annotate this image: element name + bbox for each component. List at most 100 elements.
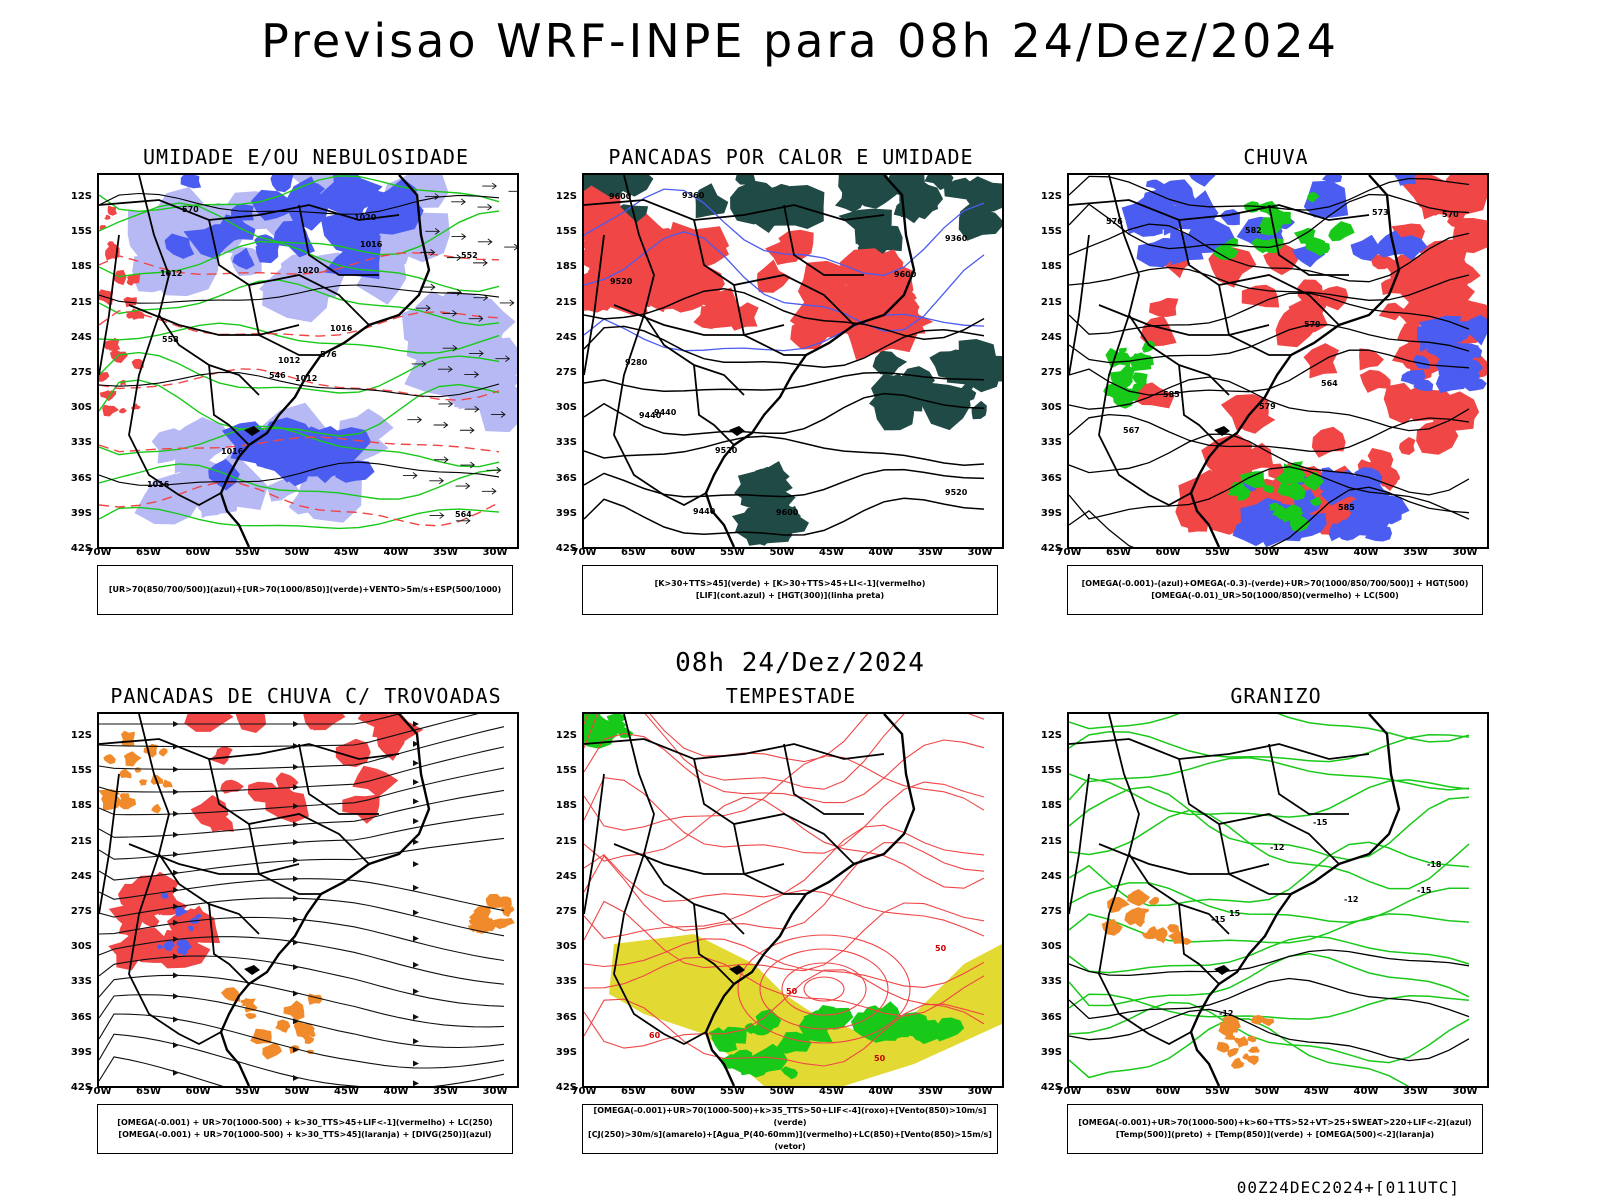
height-contour-black (1069, 324, 1470, 364)
wind-vector (402, 472, 418, 479)
omega-area-orange (1222, 1015, 1241, 1030)
state-border (584, 773, 605, 915)
lon-tick-label: 40W (383, 1086, 409, 1097)
thunder-area-red (143, 912, 160, 927)
humidity-area-red (99, 372, 110, 382)
omega-area-orange (1167, 924, 1180, 934)
lat-tick-label: 18S (555, 261, 577, 273)
humidity-area-blue (286, 176, 330, 231)
streamline-arrow (293, 875, 299, 882)
run-id-footer: 00Z24DEC2024+[011UTC] (1236, 1178, 1460, 1197)
lifted-index-contour-blue (584, 188, 985, 276)
contour-label: 585 (1338, 503, 1355, 512)
rain-area-green (1268, 502, 1280, 511)
convection-area-red (797, 260, 847, 306)
humidity-area-blue (180, 175, 202, 189)
thunder-area-orange (250, 1028, 272, 1045)
state-border (1178, 364, 1220, 446)
wind-vector (477, 238, 493, 246)
lon-tick-label: 45W (1304, 547, 1329, 558)
thunder-area-red (335, 738, 371, 768)
thickness-contour-red (99, 481, 500, 527)
lon-tick-label: 65W (136, 1086, 161, 1097)
rain-area-green (1290, 514, 1310, 532)
lat-tick-label: 33S (1040, 976, 1062, 988)
humidity-area-blue (164, 233, 195, 259)
panel-legend: [OMEGA(-0.001)+UR>70(1000-500)+k>60+TTS>… (1067, 1104, 1483, 1154)
streamline (99, 936, 505, 985)
state-border (783, 204, 864, 276)
state-border (623, 175, 745, 396)
jet-area-yellow (609, 934, 1002, 1086)
height-contour-black (1069, 433, 1470, 496)
contour-label: -18 (1427, 860, 1442, 869)
thunder-area-orange (119, 769, 132, 779)
state-border (128, 314, 222, 507)
rain-area-red (1148, 297, 1179, 317)
lon-axis: 70W 65W 60W 55W 50W 45W 40W 35W 30W (87, 547, 515, 561)
rain-area-red (1447, 213, 1466, 228)
lon-tick-label: 50W (1254, 547, 1280, 558)
lake (244, 426, 260, 436)
lon-tick-label: 35W (433, 1086, 458, 1097)
coastline (219, 714, 431, 1086)
divergence-area-blue (176, 939, 190, 948)
omega-area-orange (1141, 908, 1149, 913)
streamline-arrow (413, 838, 419, 845)
humidity-area-blue (255, 242, 280, 264)
wind-vector (420, 249, 436, 256)
convection-area-green (874, 398, 914, 431)
state-border (1098, 314, 1192, 507)
lat-tick-label: 30S (1040, 941, 1062, 953)
lat-tick-label: 12S (555, 730, 577, 741)
wind850-area-green (745, 1060, 770, 1078)
humidity-area-blue (319, 175, 383, 209)
humidity-area-blue (362, 189, 424, 235)
streamline (99, 746, 505, 793)
humidity-area-red (102, 404, 120, 417)
thunder-area-orange (134, 767, 142, 773)
rain-area-red (1140, 316, 1177, 347)
state-border (1069, 738, 1370, 760)
state-border (783, 743, 864, 815)
height-contour-black (1069, 292, 1470, 335)
lon-tick-label: 55W (1205, 1086, 1230, 1097)
lon-tick-label: 30W (1452, 1086, 1478, 1097)
rain-area-blue (1463, 378, 1487, 392)
humidity-contour-green (99, 463, 500, 500)
contour-label: -12 (1219, 1009, 1233, 1018)
panel-title: CHUVA (1243, 145, 1309, 169)
humidity-contour-green (99, 279, 500, 327)
legend-line: [LIF](cont.azul) + [HGT(300)](linha pret… (695, 591, 885, 600)
humidity-area-light (143, 187, 209, 244)
precip-water-contour-red (584, 777, 985, 854)
omega-area-orange (1246, 1055, 1259, 1066)
lon-tick-label: 30W (482, 1086, 508, 1097)
humidity-area-blue (275, 426, 334, 472)
lon-tick-label: 45W (819, 547, 844, 558)
wind-vector (407, 416, 423, 424)
contour-label: 9600 (776, 508, 799, 517)
thunder-area-red (208, 811, 234, 832)
lon-tick-label: 60W (1155, 547, 1181, 558)
streamline-arrow (173, 972, 179, 979)
thunder-area-orange (240, 998, 256, 1010)
precip-water-contour-red (584, 755, 985, 831)
lat-tick-label: 42S (555, 1082, 577, 1093)
contour-label: 50 (935, 944, 947, 953)
lifted-index-contour-blue (584, 313, 985, 352)
state-border (128, 843, 300, 875)
height-contour-black (584, 497, 985, 536)
wind-vector (486, 466, 502, 474)
humidity-contour-green (99, 175, 500, 213)
streamline-arrow (173, 1016, 179, 1023)
lifted-index-contour-blue (584, 231, 985, 332)
convection-area-green (695, 183, 729, 219)
lat-tick-label: 15S (555, 765, 577, 777)
lat-tick-label: 21S (555, 835, 577, 847)
lon-tick-label: 40W (1353, 1086, 1379, 1097)
contour-label: 564 (455, 510, 472, 519)
rain-area-red (1178, 469, 1225, 513)
state-border (693, 219, 855, 326)
convection-area-green (959, 200, 986, 227)
